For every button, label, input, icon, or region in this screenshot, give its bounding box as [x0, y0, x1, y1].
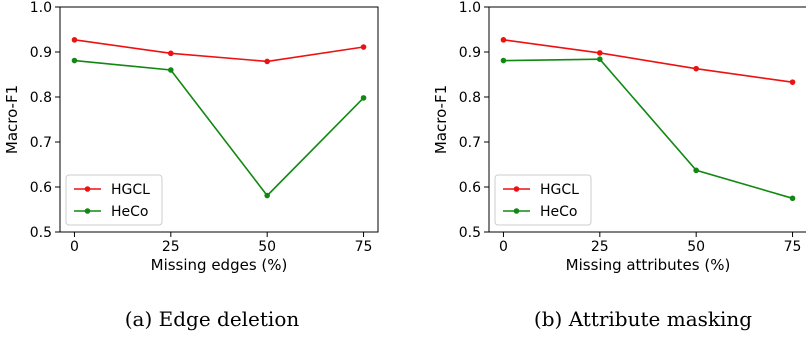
legend-marker-heco: [84, 208, 91, 214]
chart-panel-2: 0.5 0.6 0.7 0.8 0.9 1.0 0 25 50 75 Missing attribu…: [432, 0, 806, 331]
legend: HGCL HeCo: [494, 174, 592, 226]
x-axis-label: Missing edges (%): [151, 256, 288, 274]
legend-label-hgcl: HGCL: [111, 182, 150, 198]
data-point-hgcl: [168, 50, 174, 57]
plot-frame: [59, 6, 379, 233]
data-point-heco: [789, 195, 796, 202]
data-point-heco: [360, 95, 367, 101]
x-tick-label: 0: [499, 239, 508, 255]
y-tick-label: 0.9: [30, 45, 52, 61]
series-line-heco: [503, 58, 793, 200]
y-tick-label: 0.9: [459, 45, 481, 61]
series-line-hgcl: [503, 39, 793, 83]
series-line-hgcl: [74, 39, 364, 63]
y-tick-label: 0.8: [459, 90, 481, 106]
x-tick-label: 75: [355, 239, 373, 255]
panel-caption: (b) Attribute masking: [534, 307, 752, 331]
data-point-hgcl: [360, 44, 367, 50]
legend-marker-hgcl: [84, 186, 91, 192]
legend-label-heco: HeCo: [540, 204, 577, 220]
y-tick-label: 0.8: [30, 90, 52, 106]
panel-caption: (a) Edge deletion: [125, 307, 300, 331]
data-point-heco: [597, 56, 603, 62]
data-point-heco: [168, 67, 174, 73]
y-tick-label: 0.6: [30, 180, 52, 196]
x-tick-label: 0: [70, 239, 79, 255]
y-axis-label: Macro-F1: [432, 85, 450, 154]
data-point-hgcl: [264, 58, 270, 65]
data-point-heco: [693, 167, 699, 174]
y-tick-label: 0.5: [459, 225, 481, 241]
plot-frame: [488, 6, 806, 233]
x-tick-label: 75: [784, 239, 802, 255]
chart-panel-1: 0.5 0.6 0.7 0.8 0.9 1.0 0 25 50 75 Missing edges (…: [3, 0, 379, 331]
legend-box: [494, 174, 592, 226]
x-tick-label: 25: [162, 239, 180, 255]
legend: HGCL HeCo: [65, 174, 163, 226]
data-point-hgcl: [500, 37, 507, 43]
legend-label-hgcl: HGCL: [540, 182, 579, 198]
data-point-hgcl: [693, 65, 699, 72]
legend-marker-hgcl: [513, 186, 520, 192]
y-tick-label: 0.7: [30, 135, 52, 151]
data-point-hgcl: [597, 50, 603, 56]
data-point-heco: [500, 57, 507, 64]
x-tick-label: 50: [258, 239, 276, 255]
y-tick-label: 0.7: [459, 135, 481, 151]
y-tick-label: 0.6: [459, 180, 481, 196]
data-point-heco: [71, 57, 78, 64]
x-tick-label: 50: [687, 239, 705, 255]
data-point-hgcl: [789, 79, 796, 85]
y-tick-label: 1.0: [459, 0, 481, 16]
y-tick-label: 1.0: [30, 0, 52, 16]
y-tick-label: 0.5: [30, 225, 52, 241]
x-tick-label: 25: [591, 239, 609, 255]
data-point-heco: [264, 192, 270, 199]
data-point-hgcl: [71, 37, 78, 43]
legend-marker-heco: [513, 208, 520, 214]
series-line-heco: [74, 59, 365, 197]
legend-box: [65, 174, 163, 226]
y-axis-label: Macro-F1: [3, 85, 21, 154]
x-axis-label: Missing attributes (%): [566, 256, 731, 274]
legend-label-heco: HeCo: [111, 204, 148, 220]
